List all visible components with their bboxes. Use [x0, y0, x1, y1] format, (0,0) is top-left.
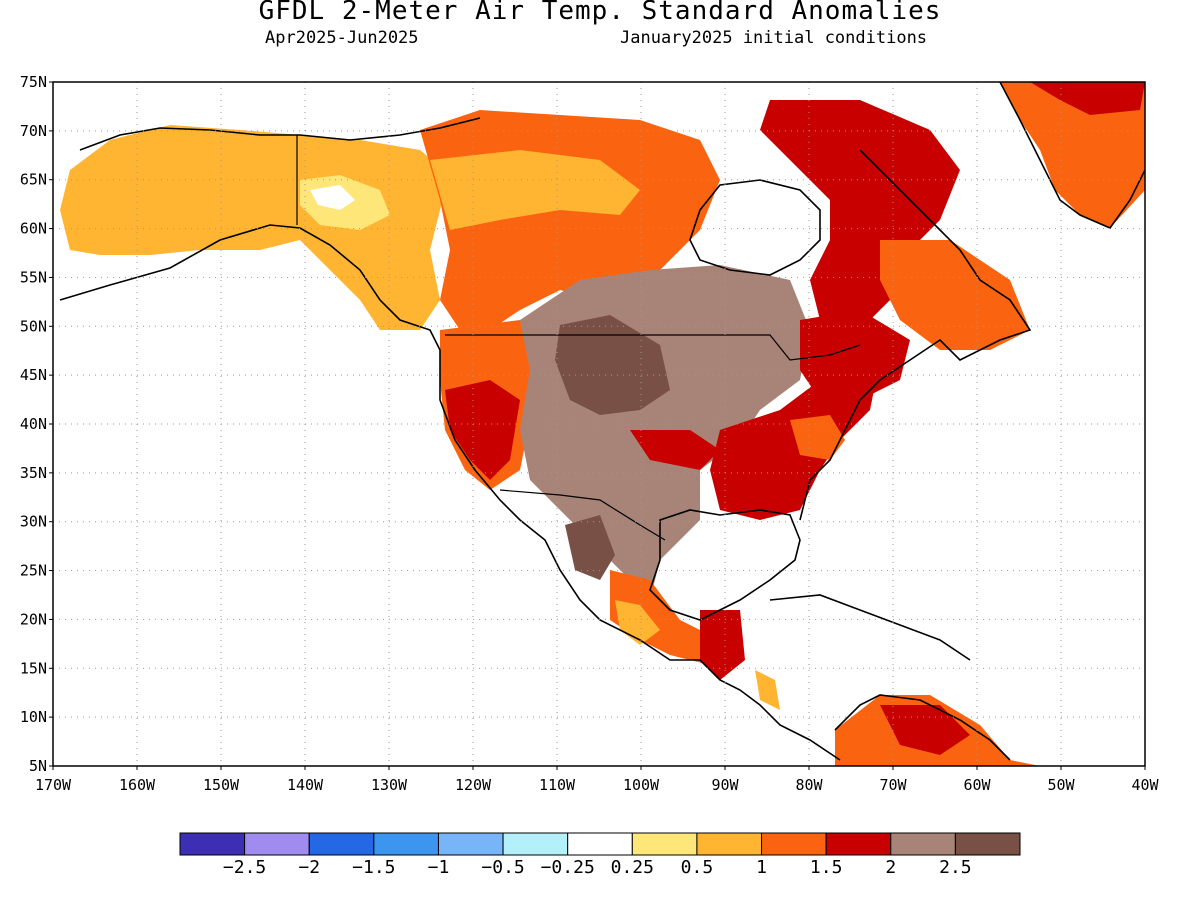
colorbar-label: 0.5 [681, 857, 714, 878]
map-title: GFDL 2-Meter Air Temp. Standard Anomalie… [258, 0, 942, 26]
latitude-axis: 75N 70N 65N 60N 55N 50N 45N 40N 35N 30N 25N 20N 15N 1… [20, 73, 53, 775]
colorbar-label: −0.5 [481, 857, 524, 878]
border-us-canada [445, 334, 861, 361]
anomaly-field [60, 82, 1145, 766]
lat-tick-label: 35N [20, 464, 47, 482]
colorbar: −2.5 −2 −1.5 −1 −0.5 −0.25 0.25 0.5 1 1.5 2 2.5 [179, 832, 1021, 878]
anomaly-region-ohio-valley [630, 430, 720, 470]
initial-conditions: January2025 initial conditions [620, 28, 928, 48]
lon-tick-label: 120W [455, 776, 492, 794]
lat-tick-label: 75N [20, 73, 47, 91]
lon-tick-label: 50W [1047, 776, 1075, 794]
colorbar-label: −2.5 [223, 857, 266, 878]
colorbar-swatch [825, 832, 892, 856]
anomaly-region-canada-north [430, 150, 640, 230]
lat-tick-label: 15N [20, 659, 47, 677]
lon-tick-label: 160W [119, 776, 156, 794]
colorbar-swatch [890, 832, 956, 856]
colorbar-label: −2 [298, 857, 320, 878]
colorbar-swatch [631, 832, 698, 856]
colorbar-swatch [761, 832, 827, 856]
coastline-caribbean [769, 594, 971, 661]
lon-tick-label: 90W [711, 776, 739, 794]
forecast-period: Apr2025-Jun2025 [265, 28, 419, 48]
anomaly-region-central-america [700, 610, 745, 680]
colorbar-swatch [696, 832, 763, 856]
lat-tick-label: 10N [20, 708, 47, 726]
coastline-east [799, 149, 1032, 521]
colorbar-label: 1.5 [810, 857, 843, 878]
coastline-south-america [834, 694, 1011, 761]
lat-tick-label: 25N [20, 562, 47, 580]
coastlines [59, 82, 1145, 761]
anomaly-region-panama [755, 670, 780, 710]
border-us-mexico [499, 489, 666, 541]
coastline-greenland [999, 82, 1145, 229]
coastline-alaska-north [79, 117, 481, 151]
anomaly-region-alaska-white [310, 185, 355, 210]
anomaly-region-labrador [880, 240, 1030, 350]
lon-tick-label: 110W [539, 776, 576, 794]
political-borders [296, 135, 861, 541]
anomaly-region-greenland-red [1030, 82, 1145, 115]
lon-tick-label: 150W [203, 776, 240, 794]
anomaly-region-midatlantic [790, 415, 845, 460]
coastline-gulf-of-mexico [649, 509, 801, 621]
lat-tick-label: 5N [29, 757, 47, 775]
colorbar-label: 2.5 [939, 857, 972, 878]
lon-tick-label: 140W [287, 776, 324, 794]
lat-tick-label: 30N [20, 513, 47, 531]
lon-tick-label: 70W [879, 776, 907, 794]
colorbar-swatch [308, 832, 375, 856]
anomaly-region-northeast [800, 310, 910, 400]
anomaly-region-greenland [1000, 82, 1145, 228]
colorbar-label: 2 [885, 857, 896, 878]
colorbar-swatch [567, 832, 633, 856]
colorbar-swatch [179, 832, 246, 856]
lat-tick-label: 40N [20, 415, 47, 433]
anomaly-region-alaska [60, 125, 450, 330]
anomaly-region-nevada [445, 380, 520, 480]
lon-tick-label: 100W [623, 776, 660, 794]
lon-tick-label: 170W [35, 776, 72, 794]
colorbar-swatch [954, 832, 1021, 856]
colorbar-swatch [373, 832, 439, 856]
colorbar-label: −1 [428, 857, 450, 878]
lat-tick-label: 70N [20, 122, 47, 140]
lat-tick-label: 60N [20, 220, 47, 238]
colorbar-label: 0.25 [611, 857, 654, 878]
coastline-alaska [59, 224, 841, 761]
lat-tick-label: 50N [20, 317, 47, 335]
lon-tick-label: 40W [1131, 776, 1159, 794]
longitude-axis: 170W 160W 150W 140W 130W 120W 110W 100W 90W 80W 70… [35, 766, 1160, 794]
colorbar-label: −1.5 [352, 857, 395, 878]
lat-tick-label: 65N [20, 171, 47, 189]
lat-tick-label: 45N [20, 366, 47, 384]
anomaly-region-quebec [760, 100, 960, 330]
grid-lines [53, 82, 1145, 766]
lon-tick-label: 80W [795, 776, 823, 794]
colorbar-swatch [244, 832, 310, 856]
colorbar-swatch [437, 832, 504, 856]
lon-tick-label: 130W [371, 776, 408, 794]
lat-tick-label: 55N [20, 268, 47, 286]
lat-tick-label: 20N [20, 610, 47, 628]
colorbar-label: 1 [756, 857, 767, 878]
colorbar-label: −0.25 [541, 857, 595, 878]
lon-tick-label: 60W [963, 776, 991, 794]
anomaly-region-mexico-dark [565, 515, 615, 580]
colorbar-swatch [502, 832, 569, 856]
